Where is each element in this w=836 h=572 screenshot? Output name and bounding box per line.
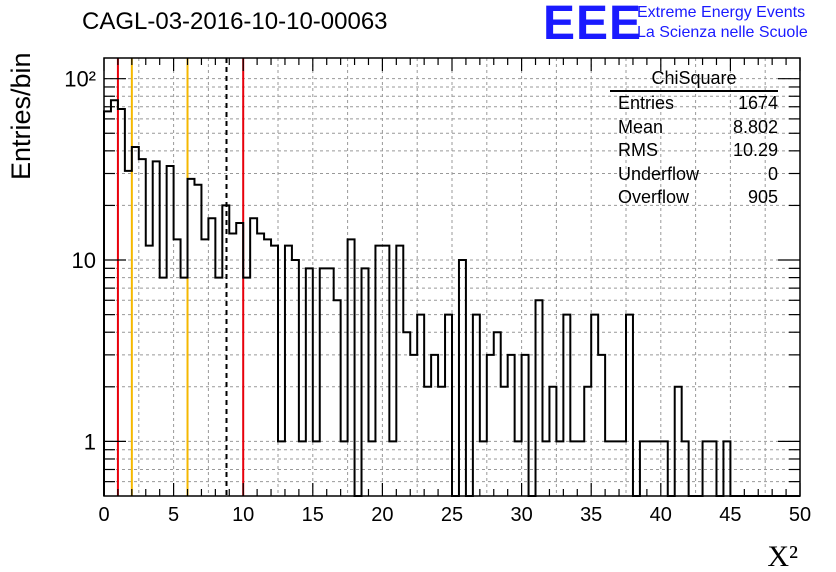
x-tick-label: 45 bbox=[719, 504, 741, 526]
histogram-bin bbox=[327, 268, 334, 496]
stats-label: Mean bbox=[618, 116, 664, 137]
histogram-bin bbox=[598, 355, 605, 496]
histogram-bin bbox=[146, 246, 153, 496]
stats-row: Overflow 905 bbox=[610, 186, 778, 210]
stats-value: 0 bbox=[767, 163, 778, 184]
histogram-bin bbox=[445, 315, 452, 496]
histogram-bin bbox=[410, 355, 417, 496]
stats-label: Entries bbox=[618, 93, 675, 113]
histogram-bin bbox=[125, 171, 132, 496]
stats-value: 10.29 bbox=[732, 140, 778, 160]
y-tick-label: 10² bbox=[64, 67, 96, 92]
x-tick-label: 40 bbox=[650, 504, 672, 526]
histogram-bin bbox=[257, 234, 264, 496]
stats-label: Underflow bbox=[618, 163, 700, 184]
histogram-bin bbox=[375, 246, 382, 496]
histogram-bin bbox=[563, 315, 570, 496]
x-tick-label: 20 bbox=[371, 504, 393, 526]
histogram-bin bbox=[292, 260, 299, 496]
x-tick-label: 5 bbox=[168, 504, 179, 526]
histogram-bin bbox=[459, 260, 466, 496]
stats-value: 1674 bbox=[737, 93, 778, 113]
histogram-series bbox=[103, 99, 800, 497]
histogram-bin bbox=[320, 268, 327, 496]
stats-row: Underflow 0 bbox=[610, 163, 778, 187]
x-tick-label: 30 bbox=[510, 504, 532, 526]
x-tick-label: 35 bbox=[580, 504, 602, 526]
chart-title: CAGL-03-2016-10-10-00063 bbox=[82, 8, 388, 35]
stats-value: 8.802 bbox=[732, 116, 778, 137]
x-axis-label: X² bbox=[767, 540, 798, 572]
histogram-bin bbox=[167, 166, 174, 496]
histogram-bin bbox=[362, 268, 369, 496]
stats-label: RMS bbox=[618, 140, 658, 160]
histogram-bin bbox=[417, 315, 424, 496]
x-tick-label: 0 bbox=[98, 504, 109, 526]
x-tick-label: 50 bbox=[789, 504, 811, 526]
histogram-bin bbox=[285, 246, 292, 496]
histogram-bin bbox=[104, 111, 111, 496]
histogram-bin bbox=[271, 246, 278, 496]
stats-row: RMS 10.29 bbox=[610, 139, 778, 163]
histogram-bin bbox=[382, 246, 389, 496]
histogram-bin bbox=[396, 246, 403, 496]
tick-labels: 0 5 10 15 20 25 30 35 40 45 50 1 10 10² bbox=[64, 67, 811, 526]
y-axis-label: Entries/bin bbox=[6, 52, 36, 180]
histogram-bin bbox=[536, 300, 543, 496]
stats-label: Overflow bbox=[618, 187, 690, 207]
histogram-bin bbox=[473, 315, 480, 496]
stats-rows: Entries 1674 Mean 8.802 RMS 10.29 Underflow 0 Ov… bbox=[610, 92, 778, 210]
histogram-bin bbox=[508, 355, 515, 496]
histogram-bin bbox=[111, 100, 118, 496]
histogram-bin bbox=[236, 223, 243, 496]
stats-row: Mean 8.802 bbox=[610, 116, 778, 140]
histogram-bin bbox=[403, 332, 410, 496]
histogram-bin bbox=[188, 179, 195, 496]
histogram-bin bbox=[334, 300, 341, 496]
histogram-bin bbox=[494, 332, 501, 496]
histogram-outline bbox=[103, 99, 800, 497]
histogram-bin bbox=[229, 234, 236, 496]
x-tick-label: 15 bbox=[302, 504, 324, 526]
histogram-bin bbox=[118, 109, 125, 496]
stats-box: ChiSquare Entries 1674 Mean 8.802 RMS 10.29 Un… bbox=[610, 66, 778, 210]
axis-ticks bbox=[103, 58, 801, 496]
x-tick-label: 25 bbox=[441, 504, 463, 526]
histogram-bin bbox=[306, 268, 313, 496]
histogram-bin bbox=[139, 159, 146, 496]
histogram-bin bbox=[431, 355, 438, 496]
logo-line-2: La Scienza nelle Scuole bbox=[637, 24, 808, 41]
y-tick-label: 10 bbox=[72, 248, 96, 273]
logo-line-1: Extreme Energy Events bbox=[637, 4, 806, 21]
histogram-bin bbox=[153, 161, 160, 496]
histogram-bin bbox=[487, 355, 494, 496]
x-tick-label: 10 bbox=[232, 504, 254, 526]
histogram-bin bbox=[626, 315, 633, 496]
y-tick-label: 1 bbox=[84, 429, 96, 454]
eee-logo: EEE bbox=[543, 0, 643, 50]
stats-value: 905 bbox=[747, 187, 778, 207]
histogram-bin bbox=[132, 147, 139, 496]
stats-row: Entries 1674 bbox=[610, 92, 778, 116]
stats-box-title: ChiSquare bbox=[610, 66, 778, 92]
histogram-bin bbox=[522, 355, 529, 496]
histogram-bin bbox=[591, 315, 598, 496]
